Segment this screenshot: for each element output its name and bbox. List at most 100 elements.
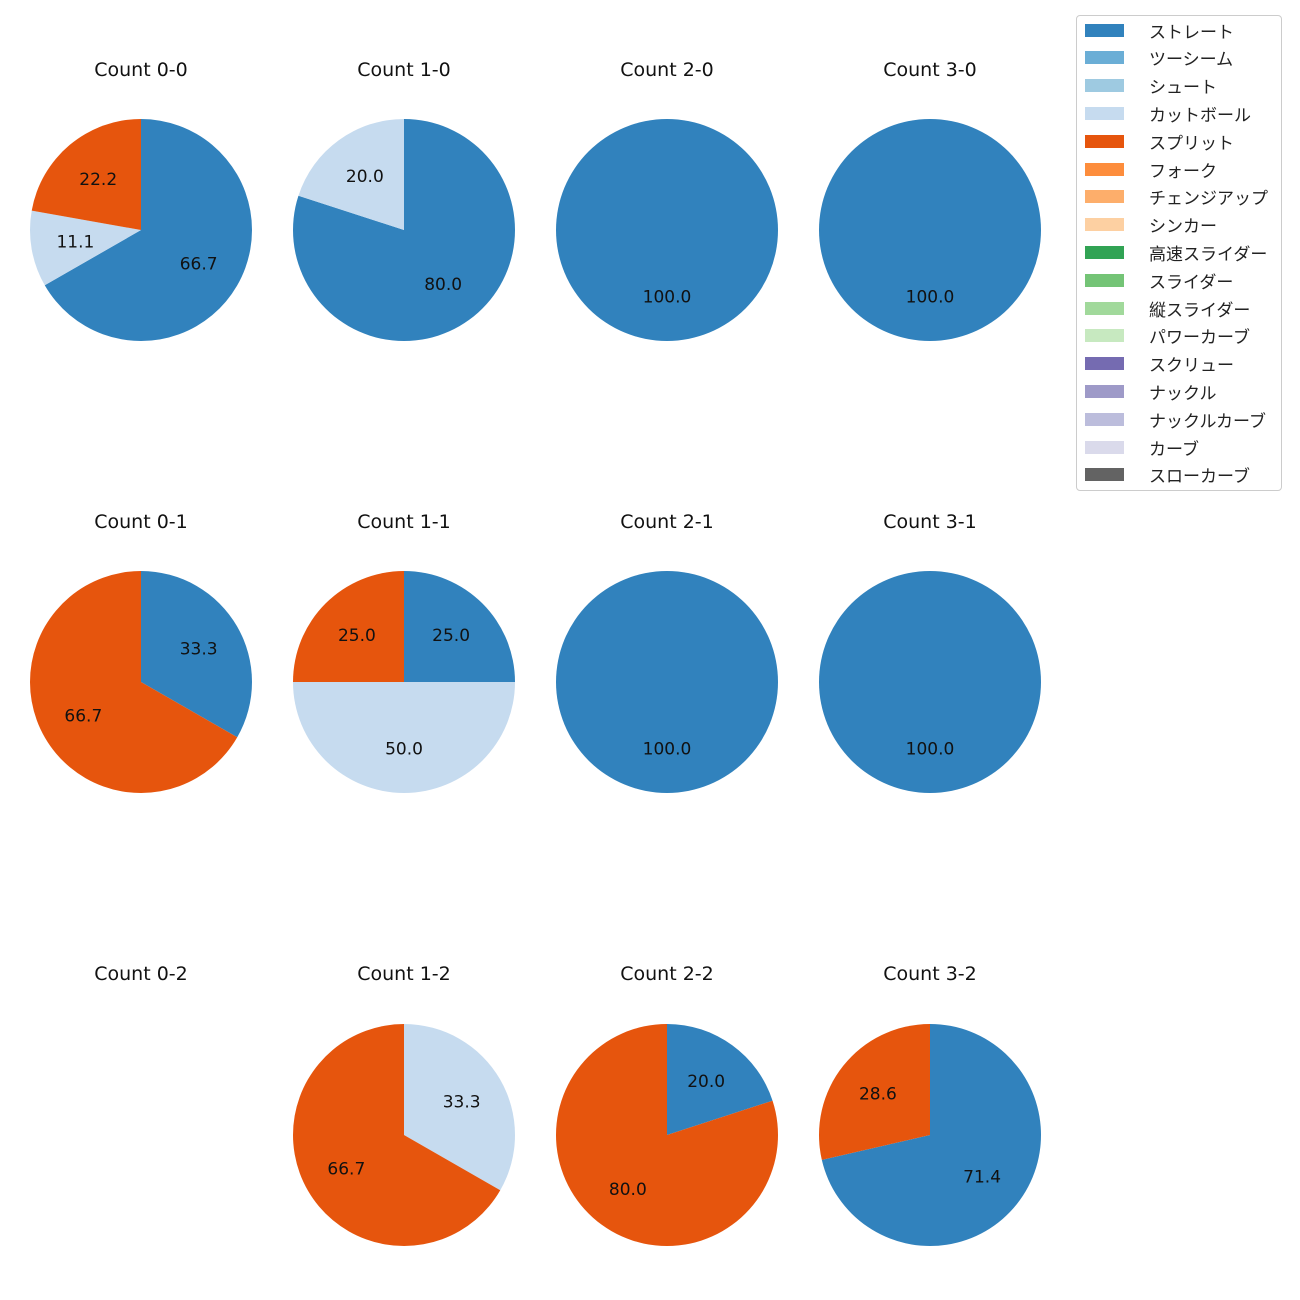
legend-swatch	[1085, 162, 1124, 176]
slice-label: 20.0	[346, 167, 384, 187]
legend-swatch	[1085, 51, 1124, 65]
pie-title: Count 2-0	[620, 59, 714, 81]
slice-label: 71.4	[963, 1167, 1001, 1187]
legend-label: シュート	[1149, 78, 1217, 99]
slice-label: 33.3	[180, 640, 218, 660]
legend-label: シンカー	[1149, 217, 1217, 238]
legend-label: チェンジアップ	[1149, 189, 1268, 210]
legend-item: スクリュー	[1085, 354, 1234, 377]
legend: ストレート ツーシーム シュート カットボール スプリット フォーク チェンジアップ シンカー…	[1076, 15, 1282, 491]
legend-label: スライダー	[1149, 272, 1234, 293]
legend-swatch	[1085, 79, 1124, 93]
legend-label: カーブ	[1149, 439, 1199, 460]
pie-count-1-2: Count 1-2 33.3 66.7	[293, 963, 515, 1246]
pie-count-1-1: Count 1-1 25.0 50.0 25.0	[293, 511, 515, 793]
legend-item: スローカーブ	[1085, 465, 1250, 488]
pie-slice	[30, 571, 238, 793]
pie-slice	[556, 119, 778, 341]
pie-count-0-1: Count 0-1 33.3 66.7	[30, 511, 252, 793]
legend-swatch	[1085, 301, 1124, 315]
pie-count-3-1: Count 3-1 100.0	[819, 511, 1041, 793]
slice-label: 50.0	[385, 740, 423, 760]
pie-title: Count 1-1	[357, 511, 451, 533]
pie-slice	[29, 210, 141, 286]
slice-label: 28.6	[859, 1085, 897, 1105]
legend-item: シンカー	[1085, 215, 1217, 238]
slice-label: 20.0	[687, 1072, 725, 1092]
slice-label: 66.7	[180, 254, 218, 274]
legend-swatch	[1085, 245, 1124, 259]
legend-item: カットボール	[1085, 103, 1251, 126]
pie-slice	[31, 119, 142, 230]
legend-item: ナックルカーブ	[1085, 409, 1266, 432]
legend-item: 縦スライダー	[1085, 298, 1250, 321]
pie-count-3-2: Count 3-2 71.4 28.6	[819, 963, 1041, 1246]
pie-count-2-2: Count 2-2 20.0 80.0	[556, 963, 779, 1246]
slice-label: 80.0	[424, 275, 462, 295]
pie-title: Count 0-0	[94, 59, 188, 81]
slice-label: 11.1	[56, 232, 94, 252]
slice-label: 80.0	[609, 1180, 647, 1200]
legend-item: カーブ	[1085, 437, 1199, 460]
legend-item: ストレート	[1085, 20, 1234, 43]
pie-slice	[298, 119, 404, 230]
legend-swatch	[1085, 23, 1124, 37]
legend-label: パワーカーブ	[1149, 328, 1250, 349]
pie-slice	[404, 571, 515, 682]
slice-label: 25.0	[432, 626, 470, 646]
legend-swatch	[1085, 190, 1124, 204]
pie-slice	[293, 119, 516, 342]
pie-slice	[821, 1024, 1041, 1246]
slice-label: 66.7	[64, 706, 102, 726]
legend-item: ツーシーム	[1085, 48, 1234, 71]
legend-swatch	[1085, 134, 1124, 148]
legend-item: ナックル	[1085, 381, 1217, 404]
legend-swatch	[1085, 357, 1124, 371]
legend-swatch	[1085, 440, 1124, 454]
pie-slice	[819, 571, 1041, 793]
pie-count-2-1: Count 2-1 100.0	[556, 511, 778, 793]
legend-swatch	[1085, 273, 1124, 287]
legend-swatch	[1085, 384, 1124, 398]
pie-slice	[667, 1024, 773, 1135]
pie-slice	[819, 1024, 930, 1160]
legend-item: スライダー	[1085, 270, 1234, 293]
pie-title: Count 2-1	[620, 511, 714, 533]
slice-label: 100.0	[643, 740, 692, 760]
pie-title: Count 3-2	[883, 963, 977, 985]
legend-item: チェンジアップ	[1085, 187, 1268, 210]
pie-title: Count 3-1	[883, 511, 977, 533]
pie-title: Count 0-2	[94, 963, 188, 985]
slice-label: 25.0	[338, 626, 376, 646]
pie-slice	[293, 571, 404, 682]
legend-item: パワーカーブ	[1085, 326, 1250, 349]
legend-label: カットボール	[1149, 105, 1251, 126]
legend-label: スクリュー	[1149, 356, 1234, 377]
legend-swatch	[1085, 329, 1124, 343]
pie-count-2-0: Count 2-0 100.0	[556, 59, 778, 341]
legend-label: スローカーブ	[1149, 467, 1250, 488]
legend-item: フォーク	[1085, 159, 1217, 182]
pie-slice	[293, 682, 515, 793]
pie-slice	[556, 1024, 779, 1246]
legend-item: 高速スライダー	[1085, 242, 1267, 265]
pie-title: Count 0-1	[94, 511, 188, 533]
pie-slice	[141, 571, 252, 738]
legend-label: ツーシーム	[1149, 50, 1234, 71]
pie-title: Count 2-2	[620, 963, 714, 985]
slice-label: 66.7	[327, 1159, 365, 1179]
legend-swatch	[1085, 412, 1124, 426]
legend-label: ナックル	[1149, 383, 1217, 404]
legend-item: シュート	[1085, 76, 1217, 99]
legend-swatch	[1085, 106, 1124, 120]
pie-count-0-2: Count 0-2	[94, 963, 188, 985]
pie-count-0-0: Count 0-0 66.7 11.1 22.2	[29, 59, 253, 341]
pie-title: Count 1-0	[357, 59, 451, 81]
legend-label: フォーク	[1149, 161, 1217, 182]
pie-title: Count 3-0	[883, 59, 977, 81]
legend-swatch	[1085, 218, 1124, 232]
pie-slice	[44, 119, 253, 341]
pie-slice	[404, 1024, 515, 1191]
slice-label: 100.0	[906, 288, 955, 308]
